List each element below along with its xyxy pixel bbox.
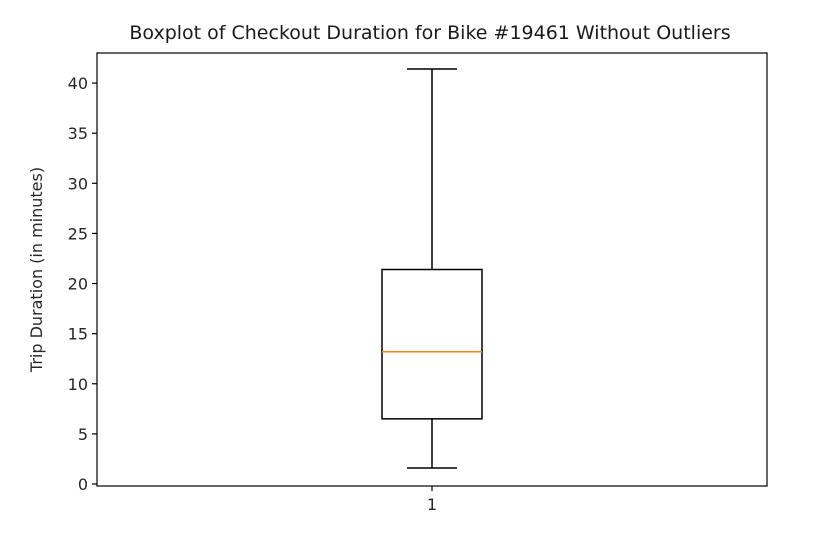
chart-title: Boxplot of Checkout Duration for Bike #1… bbox=[129, 22, 730, 44]
y-tick-label: 25 bbox=[68, 224, 88, 243]
y-tick-label: 20 bbox=[68, 275, 88, 294]
x-tick-label: 1 bbox=[427, 495, 437, 514]
plot-frame bbox=[96, 52, 768, 487]
y-tick-label: 0 bbox=[78, 475, 88, 494]
y-tick-label: 5 bbox=[78, 425, 88, 444]
y-tick-label: 30 bbox=[68, 174, 88, 193]
y-tick-label: 15 bbox=[68, 325, 88, 344]
y-tick-label: 35 bbox=[68, 124, 88, 143]
y-tick-label: 10 bbox=[68, 375, 88, 394]
y-axis-label: Trip Duration (in minutes) bbox=[27, 167, 46, 373]
iqr-box bbox=[381, 268, 483, 420]
y-tick-label: 40 bbox=[68, 74, 88, 93]
plot-area: 0 5 10 15 20 25 30 35 40 1 bbox=[68, 52, 768, 514]
